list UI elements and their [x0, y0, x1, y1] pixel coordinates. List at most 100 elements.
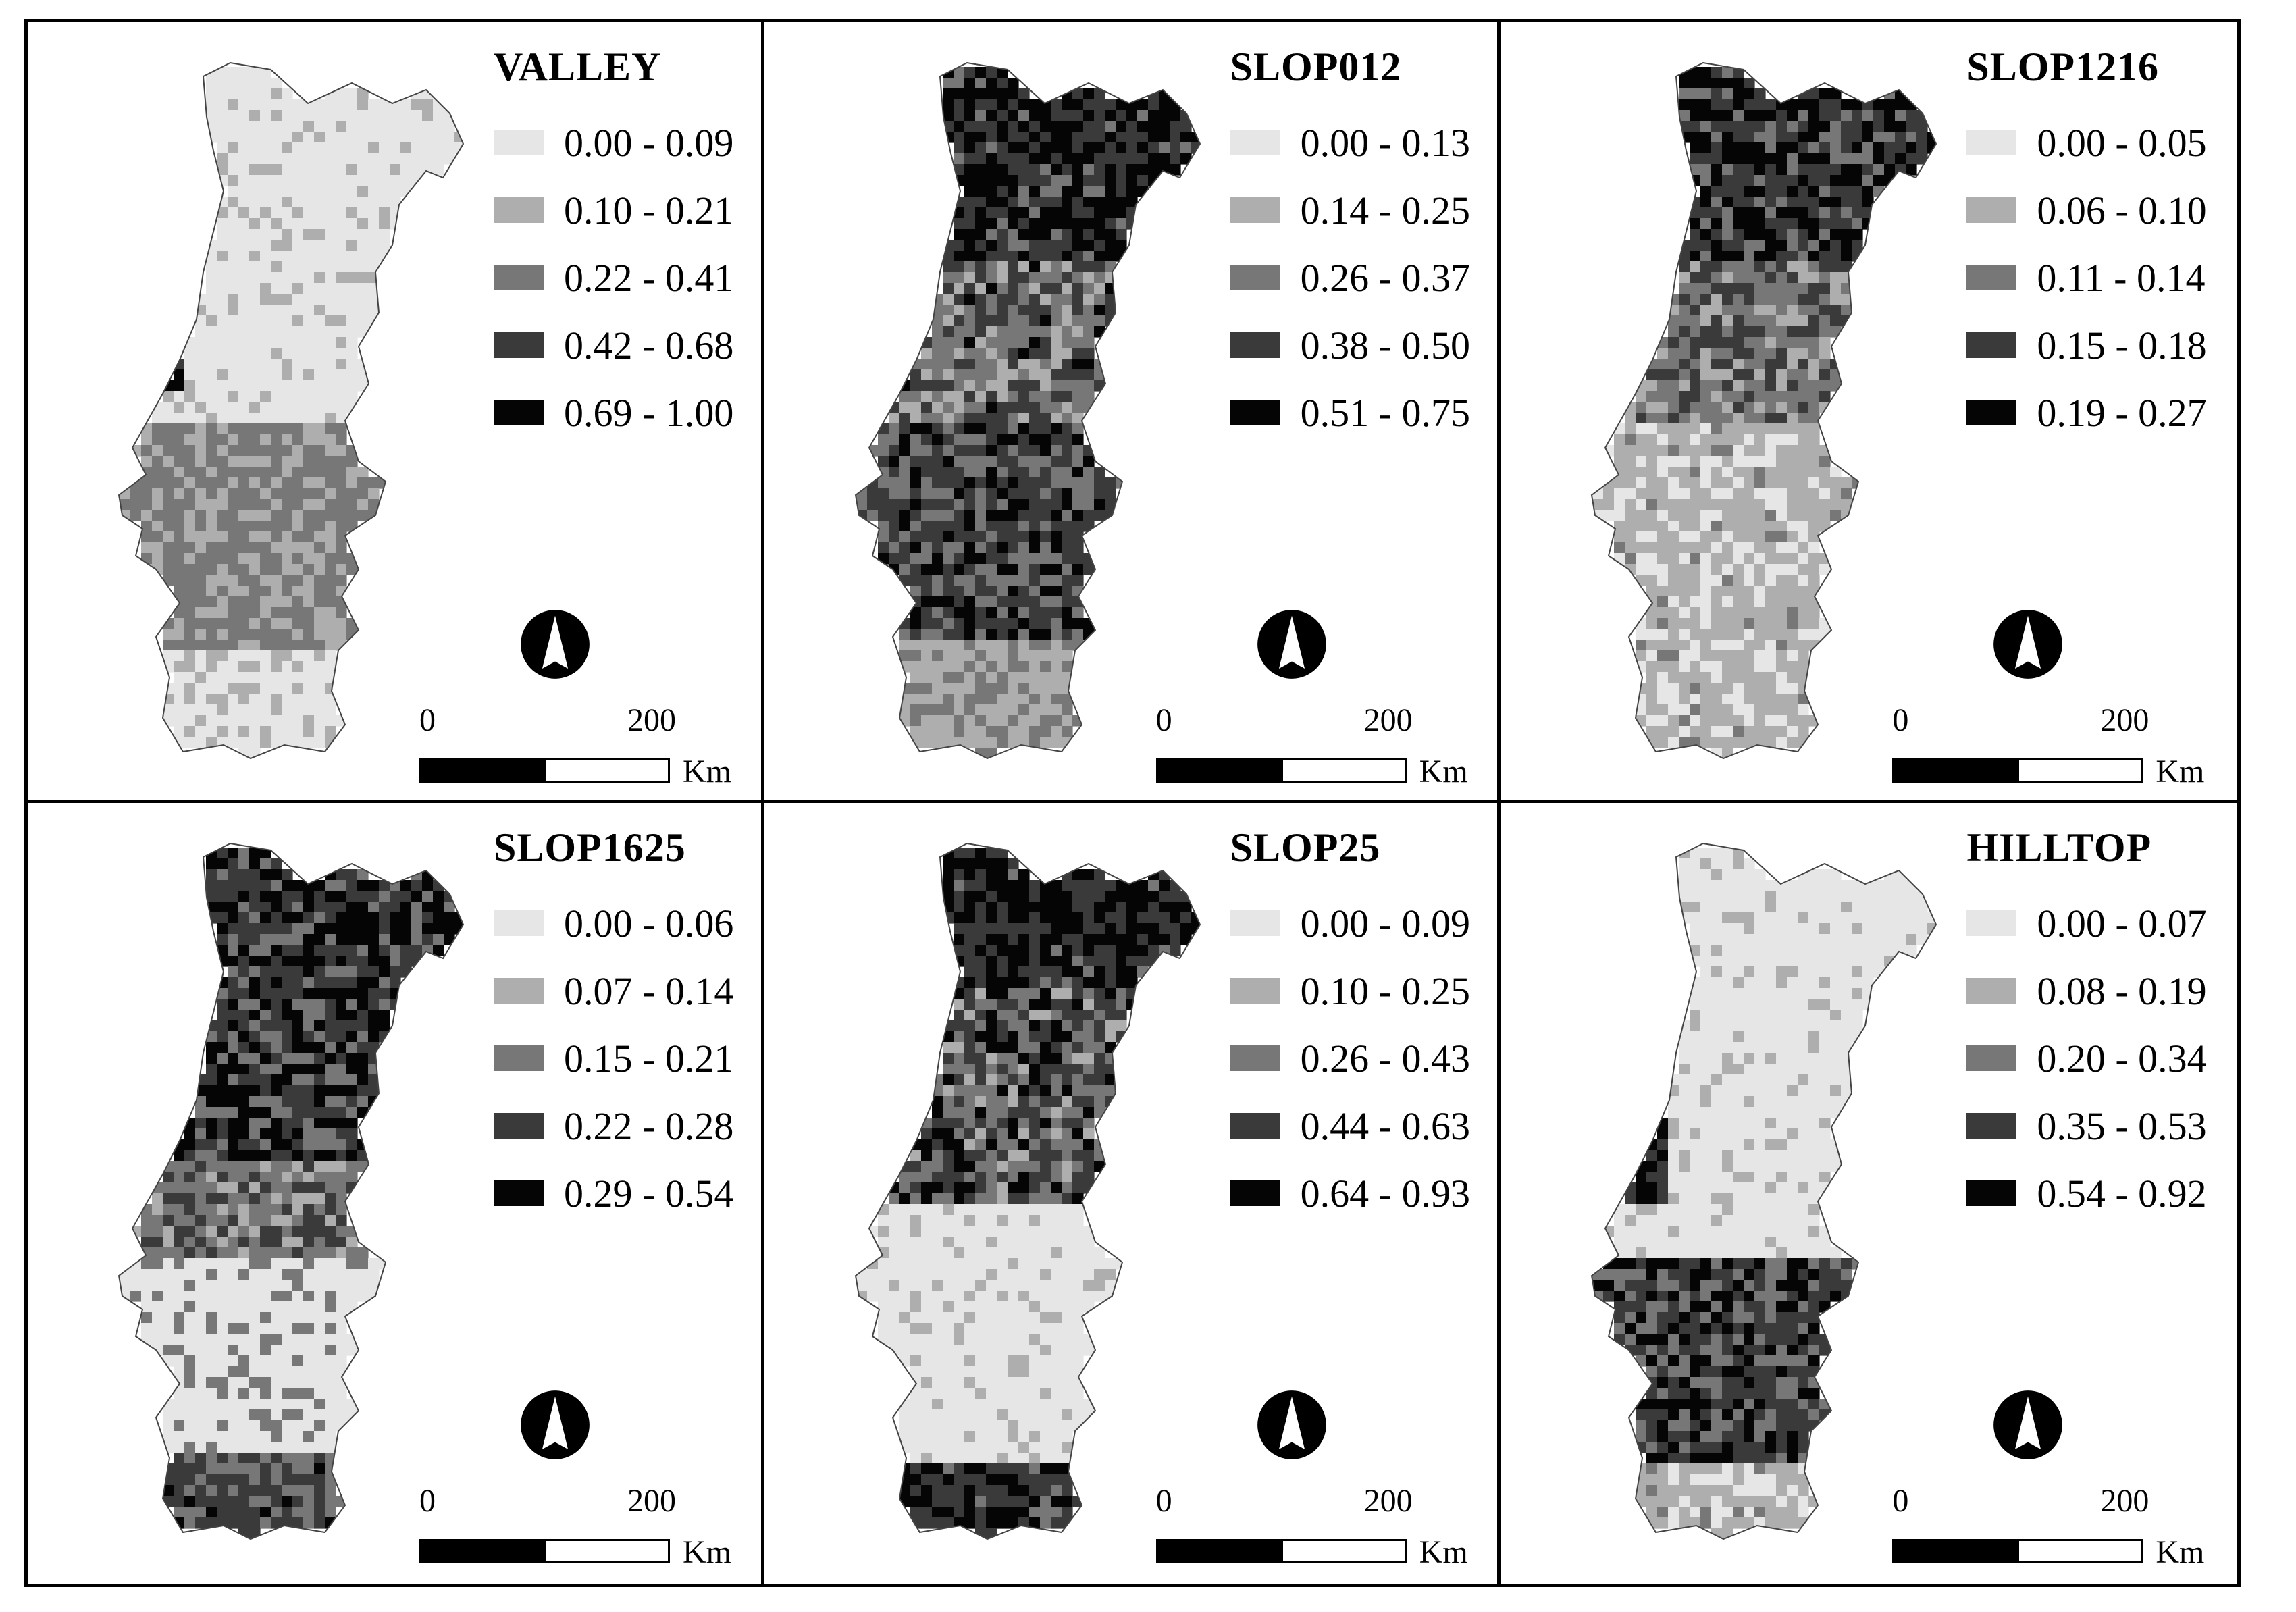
map-cell	[217, 672, 228, 683]
map-cell	[931, 359, 943, 370]
map-cell	[260, 99, 271, 111]
map-cell	[238, 531, 250, 543]
map-cell	[325, 902, 336, 913]
map-cell	[1754, 553, 1766, 565]
map-cell	[1744, 542, 1755, 554]
map-cell	[974, 369, 987, 381]
map-cell	[217, 1334, 228, 1345]
map-cell	[953, 488, 965, 500]
map-cell	[1061, 186, 1073, 197]
map-cell	[964, 197, 976, 208]
map-cell	[920, 521, 933, 532]
map-cell	[238, 704, 250, 716]
map-cell	[1744, 596, 1755, 608]
map-cell	[217, 477, 228, 489]
map-cell	[1082, 923, 1095, 935]
map-cell	[206, 607, 217, 619]
map-cell	[1147, 164, 1159, 176]
map-cell	[931, 715, 943, 727]
map-cell	[985, 618, 997, 629]
map-cell	[141, 1312, 153, 1324]
map-cell	[1657, 359, 1669, 370]
map-cell	[1072, 164, 1084, 176]
map-cell	[314, 294, 325, 305]
map-cell	[282, 261, 293, 273]
map-cell	[314, 1388, 325, 1399]
map-cell	[974, 858, 987, 870]
map-cell	[292, 153, 304, 165]
map-cell	[964, 294, 976, 305]
map-cell	[325, 891, 336, 902]
map-cell	[260, 1150, 271, 1162]
map-cell	[1711, 369, 1723, 381]
map-cell	[1852, 110, 1863, 122]
map-cell	[1614, 488, 1625, 500]
map-cell	[1007, 531, 1019, 543]
map-cell	[260, 1312, 271, 1324]
map-cell	[1072, 456, 1084, 467]
map-cell	[1104, 186, 1116, 197]
map-cell	[206, 1312, 217, 1324]
map-cell	[174, 369, 185, 381]
map-cell	[325, 661, 336, 673]
map-cell	[260, 1453, 271, 1464]
legend-label: 0.51 - 0.75	[1300, 390, 1470, 435]
map-cell	[1082, 912, 1095, 924]
map-cell	[346, 164, 358, 176]
map-cell	[217, 1118, 228, 1129]
map-cell	[1061, 164, 1073, 176]
map-cell	[336, 391, 347, 402]
map-cell	[325, 315, 336, 327]
map-cell	[1700, 488, 1712, 500]
map-cell	[1690, 380, 1701, 392]
map-cell	[174, 1507, 185, 1518]
map-cell	[260, 1204, 271, 1216]
map-cell	[282, 586, 293, 597]
map-cell	[931, 434, 943, 446]
map-cell	[228, 1388, 239, 1399]
map-cell	[260, 1334, 271, 1345]
map-cell	[336, 510, 347, 521]
map-cell	[184, 1355, 196, 1367]
map-cell	[1787, 477, 1798, 489]
map-cell	[217, 542, 228, 554]
map-cell	[910, 510, 922, 521]
map-cell	[1104, 261, 1116, 273]
map-cell	[346, 294, 358, 305]
map-cell	[1733, 704, 1744, 716]
map-cell	[368, 142, 380, 154]
map-cell	[249, 477, 261, 489]
map-cell	[217, 1107, 228, 1118]
map-cell	[1072, 110, 1084, 122]
map-cell	[422, 923, 434, 935]
map-cell	[1018, 488, 1030, 500]
map-cell	[1657, 650, 1669, 662]
map-cell	[174, 1280, 185, 1291]
map-cell	[1147, 912, 1159, 924]
map-cell	[1765, 521, 1777, 532]
map-cell	[228, 1247, 239, 1259]
map-cell	[314, 1366, 325, 1378]
map-cell	[910, 521, 922, 532]
map-cell	[1787, 402, 1798, 413]
map-cell	[325, 1193, 336, 1205]
map-cell	[368, 934, 380, 945]
map-cell	[238, 966, 250, 978]
map-cell	[974, 880, 987, 891]
map-cell	[1690, 499, 1701, 511]
map-cell	[1754, 640, 1766, 651]
map-cell	[1819, 251, 1831, 262]
map-cell	[1018, 142, 1030, 154]
map-cell	[1787, 294, 1798, 305]
map-cell	[1776, 575, 1788, 586]
map-cell	[974, 596, 987, 608]
map-cell	[1169, 891, 1181, 902]
map-cell	[1711, 153, 1723, 165]
map-cell	[228, 1366, 239, 1378]
map-cell	[303, 1463, 315, 1475]
map-cell	[964, 305, 976, 316]
map-cells	[120, 67, 463, 758]
map-cell	[206, 499, 217, 511]
map-cell	[931, 294, 943, 305]
map-cell	[1039, 650, 1051, 662]
